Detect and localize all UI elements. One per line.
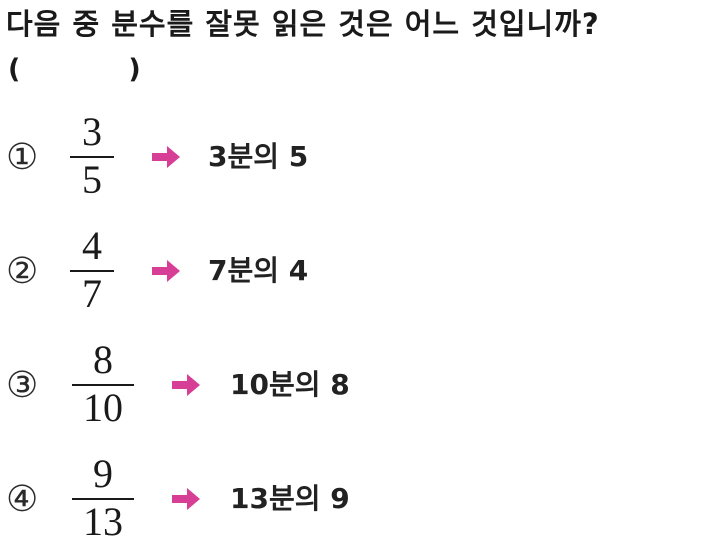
arrow-right-icon <box>172 374 200 396</box>
option-number: ③ <box>6 365 39 406</box>
fraction: 9 13 <box>72 454 134 544</box>
fraction: 4 7 <box>70 226 114 316</box>
fraction-bar <box>70 156 114 158</box>
question-text: 다음 중 분수를 잘못 읽은 것은 어느 것입니까? <box>6 7 600 41</box>
option-reading: 10분의 8 <box>230 368 350 401</box>
option-number: ① <box>6 137 39 178</box>
arrow-right-icon <box>172 488 200 510</box>
option-number: ④ <box>6 479 39 520</box>
option-reading: 13분의 9 <box>230 482 350 515</box>
arrow-right-icon <box>152 146 180 168</box>
fraction-numerator: 9 <box>93 451 113 496</box>
fraction-bar <box>72 384 134 386</box>
fraction-bar <box>72 498 134 500</box>
fraction-denominator: 10 <box>83 385 123 430</box>
fraction: 3 5 <box>70 112 114 202</box>
blank-open-paren: ( <box>8 54 21 85</box>
blank-close-paren: ) <box>128 54 141 85</box>
answer-blank[interactable]: () <box>8 52 141 88</box>
option-number: ② <box>6 251 39 292</box>
arrow-right-icon <box>152 260 180 282</box>
fraction: 8 10 <box>72 340 134 430</box>
fraction-denominator: 7 <box>82 271 102 316</box>
fraction-numerator: 4 <box>82 223 102 268</box>
fraction-numerator: 8 <box>93 337 113 382</box>
option-4[interactable]: ④ 9 13 13분의 9 <box>0 454 709 544</box>
fraction-denominator: 13 <box>83 499 123 544</box>
option-reading: 7분의 4 <box>208 254 309 287</box>
option-2[interactable]: ② 4 7 7분의 4 <box>0 226 709 316</box>
fraction-denominator: 5 <box>82 157 102 202</box>
option-3[interactable]: ③ 8 10 10분의 8 <box>0 340 709 430</box>
option-reading: 3분의 5 <box>208 140 309 173</box>
fraction-numerator: 3 <box>82 109 102 154</box>
option-1[interactable]: ① 3 5 3분의 5 <box>0 112 709 202</box>
fraction-bar <box>70 270 114 272</box>
